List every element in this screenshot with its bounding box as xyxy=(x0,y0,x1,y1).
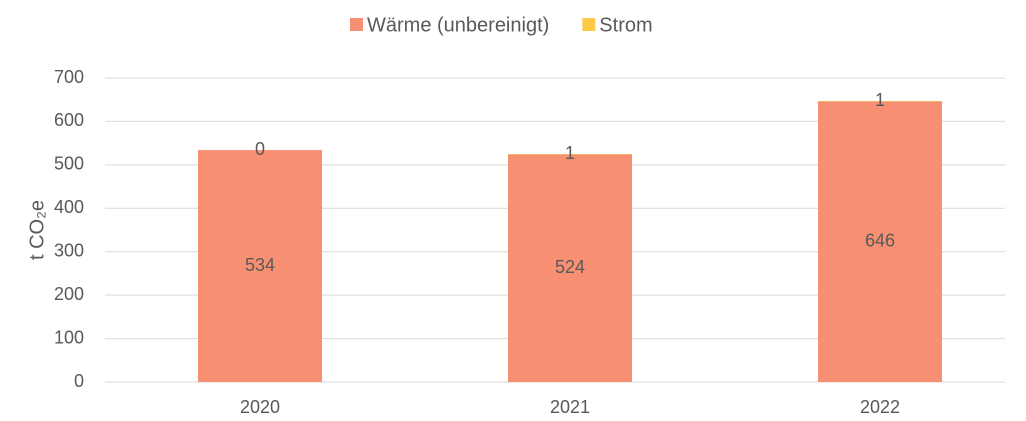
data-label: 646 xyxy=(865,230,895,250)
legend-swatch xyxy=(582,18,596,31)
x-tick-label: 2021 xyxy=(550,397,590,417)
legend-label: Strom xyxy=(599,14,652,36)
y-tick-label: 100 xyxy=(54,327,84,347)
legend-label: Wärme (unbereinigt) xyxy=(367,14,549,36)
y-tick-label: 200 xyxy=(54,284,84,304)
data-label: 1 xyxy=(875,90,885,110)
data-label: 1 xyxy=(565,143,575,163)
y-tick-label: 500 xyxy=(54,154,84,174)
y-tick-label: 400 xyxy=(54,197,84,217)
data-label: 0 xyxy=(255,139,265,159)
legend-swatch xyxy=(350,18,363,31)
x-tick-label: 2020 xyxy=(240,397,280,417)
bar-segment xyxy=(508,154,632,382)
bar-segment xyxy=(198,150,322,382)
y-axis-label: t CO₂e xyxy=(26,200,48,260)
data-label: 534 xyxy=(245,255,275,275)
data-label: 524 xyxy=(555,257,585,277)
y-tick-label: 0 xyxy=(74,371,84,391)
y-tick-label: 600 xyxy=(54,110,84,130)
y-tick-label: 700 xyxy=(54,67,84,87)
y-tick-label: 300 xyxy=(54,240,84,260)
x-tick-label: 2022 xyxy=(860,397,900,417)
bar-segment xyxy=(818,101,942,383)
